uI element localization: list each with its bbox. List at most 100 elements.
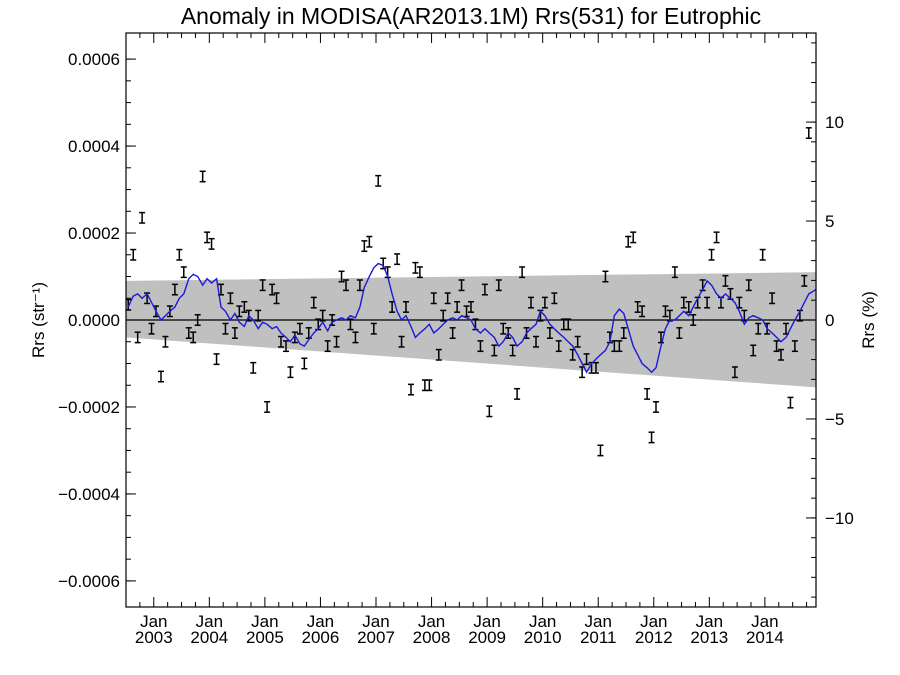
x-tick-month-label: Jan [640, 612, 667, 631]
error-bar-point [134, 331, 141, 344]
error-bar-point [176, 248, 183, 261]
error-bar-point [440, 309, 447, 322]
error-bar-point [458, 279, 465, 292]
error-bar-point [509, 344, 516, 357]
error-bar-point [366, 235, 373, 248]
error-bar-point [130, 248, 137, 261]
error-bar-point [773, 340, 780, 353]
y2-tick-label: 5 [825, 212, 834, 231]
x-tick-year-label: 2014 [746, 628, 784, 647]
x-tick-year-label: 2008 [413, 628, 451, 647]
x-tick-month-label: Jan [473, 612, 500, 631]
error-bar-point [787, 396, 794, 409]
y2-tick-label: 10 [825, 113, 844, 132]
error-bar-point [597, 444, 604, 457]
error-bar-point [616, 340, 623, 353]
error-bar-point [347, 318, 354, 331]
error-bar-point [491, 344, 498, 357]
error-bar-point [680, 296, 687, 309]
error-bar-point [139, 211, 146, 224]
x-tick-year-label: 2012 [635, 628, 673, 647]
error-bar-point [148, 322, 155, 335]
error-bar-point [731, 366, 738, 379]
error-bar-point [805, 127, 812, 139]
error-bar-point [648, 431, 655, 444]
error-bar-point [477, 340, 484, 353]
x-tick-year-label: 2009 [468, 628, 506, 647]
error-bar-point [305, 327, 312, 340]
error-bar-point [375, 174, 382, 187]
error-bar-point [190, 331, 197, 344]
error-bar-point [361, 240, 368, 253]
x-tick-year-label: 2003 [135, 628, 173, 647]
x-tick-month-label: Jan [251, 612, 278, 631]
error-bar-point [593, 361, 599, 374]
chart-title: Anomaly in MODISA(AR2013.1M) Rrs(531) fo… [181, 3, 761, 29]
x-tick-year-label: 2006 [302, 628, 340, 647]
smoothed-anomaly-line [127, 262, 816, 374]
error-bar-point [343, 279, 349, 292]
error-bar-point [213, 353, 220, 366]
error-bar-point [264, 401, 271, 413]
error-bar-point [541, 296, 548, 309]
error-bar-point [750, 344, 757, 357]
error-bar-point [403, 300, 409, 313]
error-bar-point [394, 253, 401, 266]
y2-tick-label: 0 [825, 311, 834, 330]
y-tick-label: 0.0002 [68, 224, 120, 243]
error-bar-point [583, 353, 590, 366]
y2-tick-label: −10 [825, 509, 854, 528]
error-bar-point [278, 335, 284, 348]
error-bar-point [180, 266, 187, 279]
x-tick-month-label: Jan [140, 612, 167, 631]
uncertainty-band [126, 272, 816, 388]
error-bar-point [208, 237, 215, 250]
error-bar-point [333, 335, 340, 348]
x-tick-month-label: Jan [751, 612, 778, 631]
error-bar-point [241, 300, 248, 313]
x-tick-month-label: Jan [307, 612, 334, 631]
x-tick-year-label: 2007 [357, 628, 395, 647]
error-bar-point [500, 322, 507, 335]
y-tick-label: 0.0004 [68, 137, 120, 156]
error-bar-point [269, 283, 276, 296]
error-bar-point [662, 305, 669, 318]
error-bar-point [644, 387, 651, 400]
x-tick-month-label: Jan [585, 612, 612, 631]
error-bar-point [495, 279, 502, 292]
error-bar-point [444, 292, 451, 305]
y-tick-label: −0.0006 [58, 572, 120, 591]
error-bar-point [430, 292, 437, 305]
error-bar-point [259, 279, 266, 292]
error-bar-point [171, 283, 178, 296]
error-bar-point [287, 366, 294, 379]
error-bar-point [704, 296, 711, 309]
error-bar-point [283, 340, 289, 353]
error-bar-point [162, 335, 169, 348]
x-tick-year-label: 2005 [246, 628, 284, 647]
x-tick-month-label: Jan [529, 612, 556, 631]
error-bar-point [398, 335, 405, 348]
error-bar-point [519, 266, 526, 279]
y-tick-label: 0.0006 [68, 50, 120, 69]
error-bar-point [778, 348, 784, 361]
error-bar-point [231, 327, 238, 340]
error-bar-point [671, 266, 678, 279]
error-bar-point [528, 296, 534, 309]
x-tick-month-label: Jan [362, 612, 389, 631]
error-bar-point [449, 327, 456, 340]
error-bar-point [291, 331, 298, 344]
error-bar-point [356, 279, 363, 292]
error-bar-point [158, 370, 164, 383]
plot-area: 0.0006 0.0004 0.0002 0.0000 −0.0002 −0.0004 −0… [58, 32, 854, 647]
error-bar-point [546, 327, 553, 340]
error-bar-point [759, 248, 766, 261]
error-bar-point [310, 296, 317, 309]
error-bar-point [722, 274, 729, 287]
error-bar-point [639, 305, 646, 318]
error-bar-point [551, 292, 558, 305]
error-bar-point [296, 322, 303, 335]
x-tick-year-label: 2010 [524, 628, 562, 647]
error-bar-point [416, 266, 423, 279]
x-tick-year-label: 2013 [690, 628, 728, 647]
